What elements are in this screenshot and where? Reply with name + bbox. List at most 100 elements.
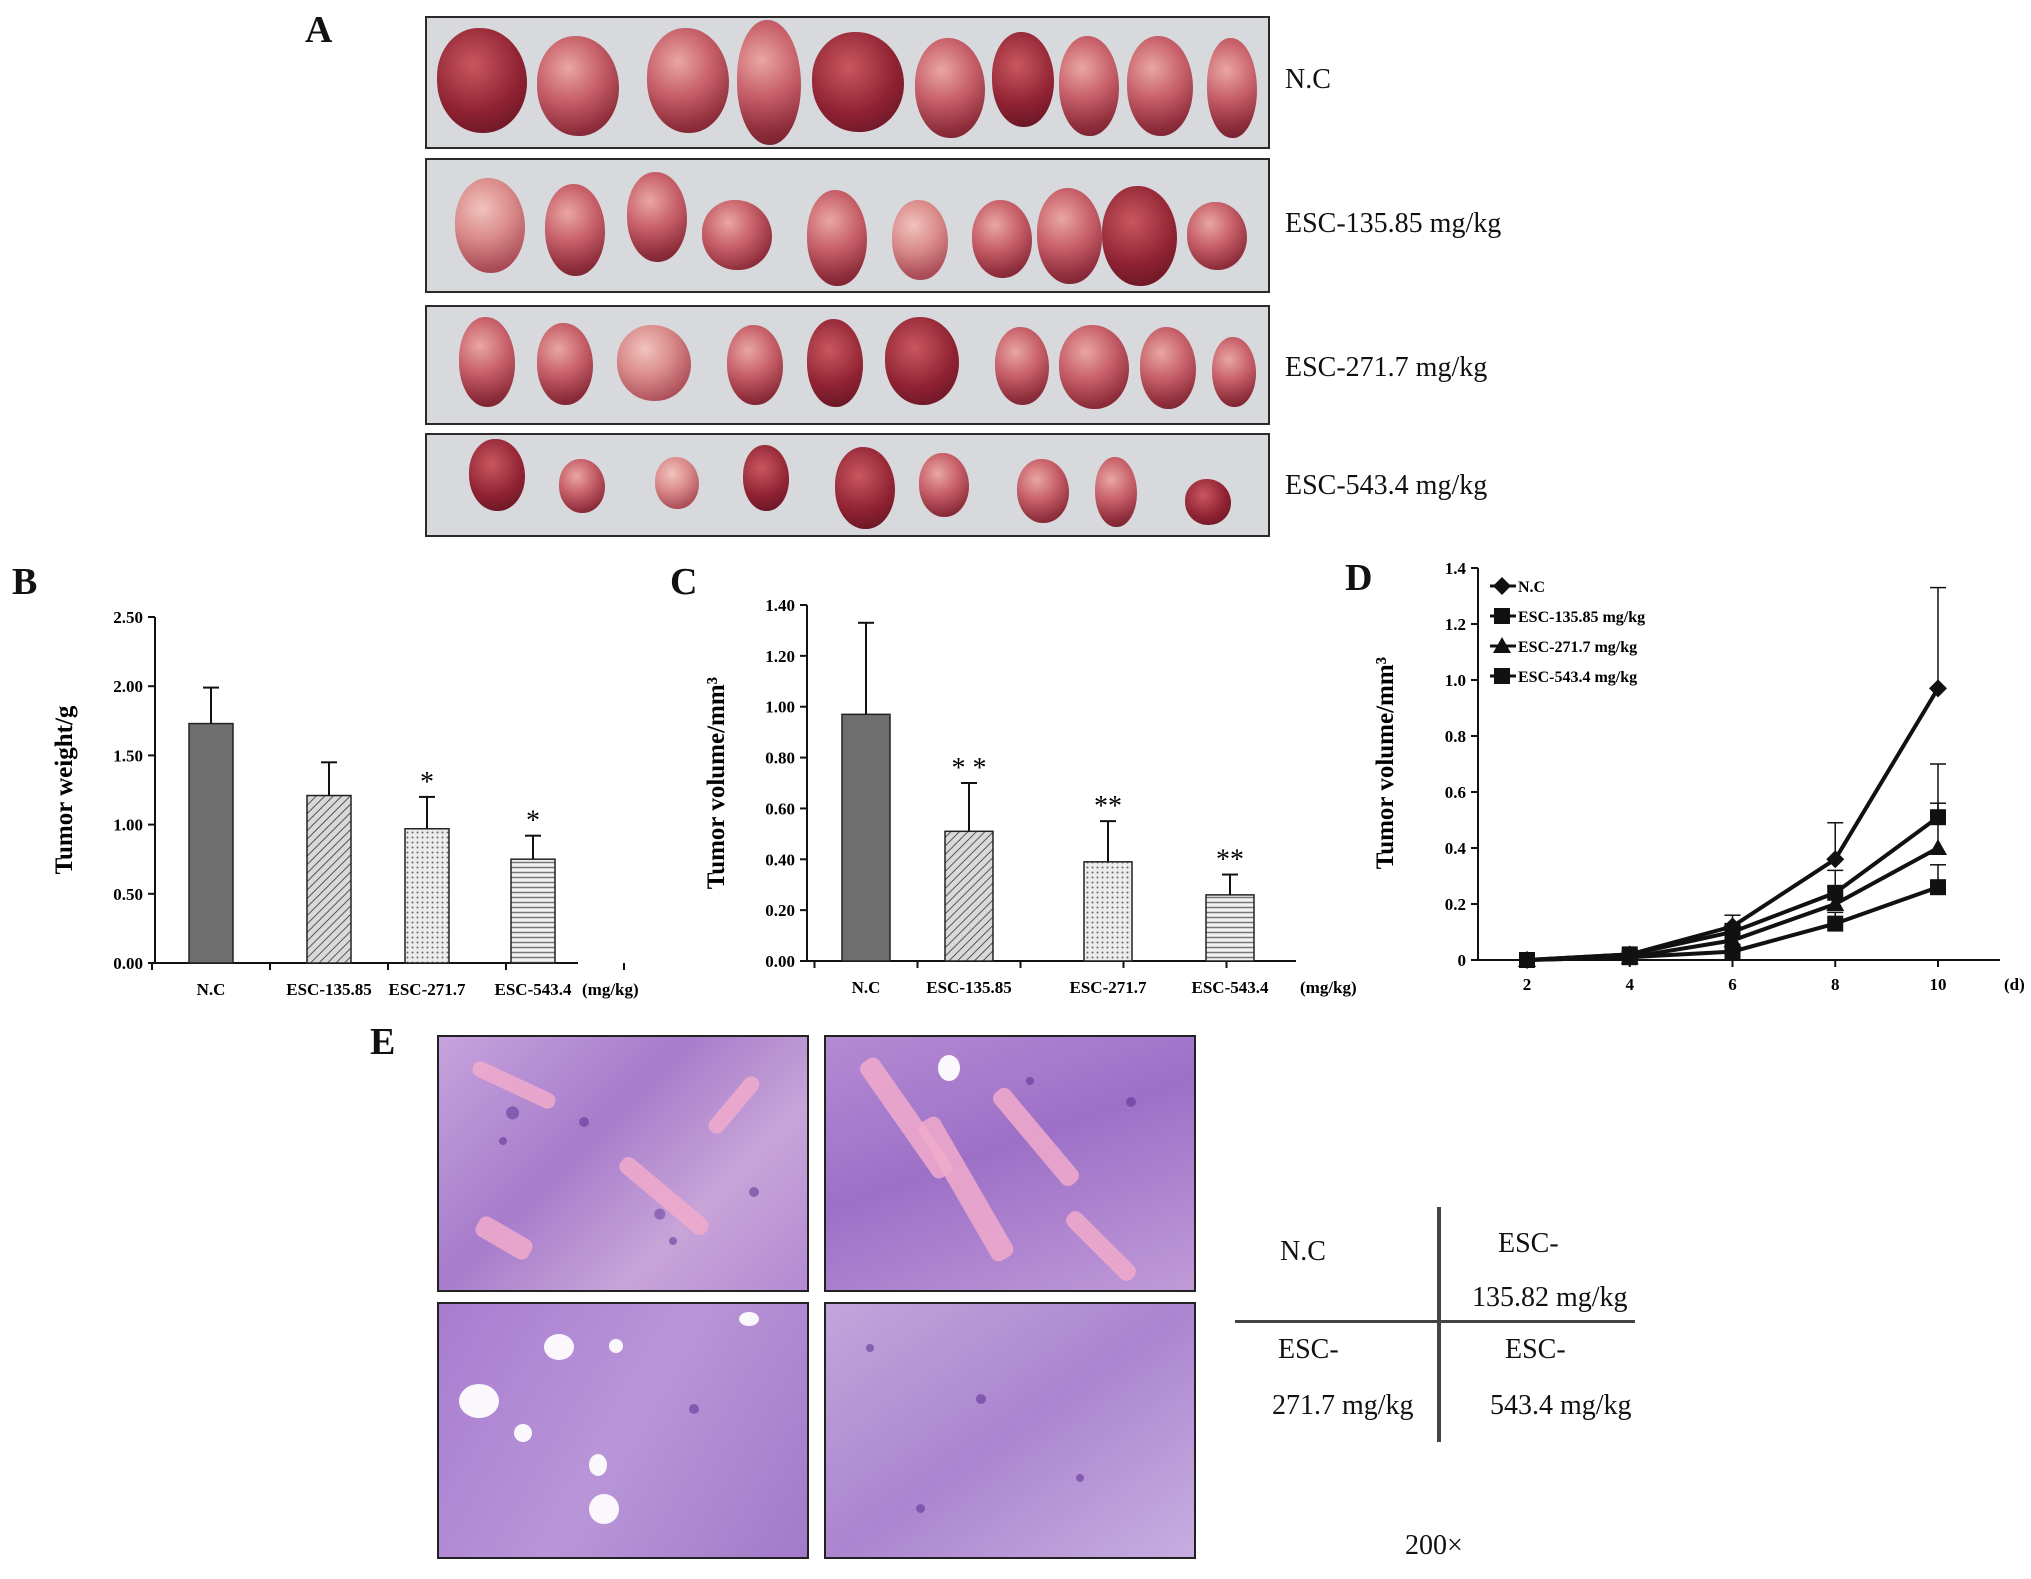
chart-b-y-tick-label: 1.00 [113,816,143,835]
quadrant-label-esc-271-line2: 271.7 mg/kg [1272,1390,1414,1421]
chart-d-y-tick-label: 1.2 [1445,615,1466,634]
chart-b-category-label: ESC-271.7 [389,980,466,999]
chart-d-x-tick-label: 4 [1626,975,1635,994]
chart-c-significance-label: ** [1216,845,1244,876]
chart-d-x-tick-label: 6 [1728,975,1737,994]
quadrant-divider-vertical [1437,1207,1441,1442]
chart-d-legend-label: ESC-543.4 mg/kg [1518,669,1637,686]
chart-d-x-tick-label: 10 [1930,975,1947,994]
chart-d-data-point [1621,949,1638,966]
chart-d-data-point [1929,839,1947,855]
row-label-esc-543: ESC-543.4 mg/kg [1285,470,1488,501]
chart-d-series-line [1526,885,1939,962]
chart-d-data-point [1620,945,1639,964]
chart-c-category-label: N.C [852,978,881,997]
chart-c-y-tick-label: 0.80 [765,749,795,768]
chart-d-data-point [1518,951,1536,969]
chart-d-y-tick-label: 0 [1458,951,1467,970]
chart-d-y-tick-label: 0.8 [1445,727,1466,746]
chart-d-x-tick-label: 8 [1831,975,1840,994]
chart-c-y-tick-label: 0.40 [765,850,795,869]
chart-c-category-label: ESC-543.4 [1192,978,1269,997]
tumor-photo-row-nc [425,16,1270,149]
panel-c-letter: C [670,561,698,603]
row-label-esc-135: ESC-135.85 mg/kg [1285,208,1502,239]
chart-d-legend-marker [1493,577,1511,595]
quadrant-label-esc-543-line1: ESC- [1505,1334,1566,1365]
chart-c-category-label: ESC-271.7 [1070,978,1147,997]
chart-d-data-point [1826,850,1845,869]
chart-c-y-axis-label: Tumor volume/mm³ [703,677,730,889]
chart-d-y-tick-label: 0.6 [1445,783,1466,802]
tumor-photo-row-esc-543 [425,433,1270,537]
chart-d-x-unit-label: (d) [2004,975,2025,994]
chart-b-category-label: ESC-543.4 [495,980,572,999]
chart-c-bar [944,830,994,962]
chart-d-legend-marker [1493,637,1511,653]
histology-image-nc [437,1035,809,1292]
chart-b-bar [188,722,234,964]
quadrant-label-esc-135-line1: ESC- [1498,1228,1559,1259]
chart-d-legend-label: ESC-135.85 mg/kg [1518,609,1645,626]
chart-d-legend-marker [1494,668,1510,684]
chart-c-y-tick-label: 1.20 [765,647,795,666]
chart-d-data-point [1930,809,1946,826]
chart-b-y-tick-label: 1.50 [113,746,143,765]
chart-b-category-label: ESC-135.85 [286,980,371,999]
chart-b-y-tick-label: 2.00 [113,677,143,696]
tumor-photo-row-esc-271 [425,305,1270,425]
chart-b-significance-label: * [526,806,540,837]
chart-d-series-line [1526,846,1939,962]
chart-c-y-tick-label: 0.20 [765,901,795,920]
chart-b-bar [306,794,352,964]
chart-d-data-point [1621,946,1638,963]
chart-b-category-label: N.C [197,980,226,999]
chart-b-y-tick-label: 0.00 [113,954,143,973]
chart-d-series-line [1526,687,1940,962]
row-label-nc: N.C [1285,64,1331,95]
quadrant-divider-horizontal [1235,1320,1635,1323]
chart-d-y-axis-label: Tumor volume/mm³ [1372,657,1399,869]
chart-d-y-tick-label: 0.4 [1445,839,1467,858]
chart-d-data-point [1827,915,1844,932]
chart-b-significance-label: * [420,767,434,798]
chart-d-data-point [1724,924,1741,940]
panel-d-letter: D [1345,557,1373,599]
chart-c-bar [1205,894,1255,962]
tumor-photo-row-esc-135 [425,158,1270,293]
panel-b-letter: B [12,561,38,603]
chart-d-x-tick-label: 2 [1523,975,1532,994]
chart-b-y-tick-label: 2.50 [113,608,143,627]
chart-c-y-tick-label: 1.40 [765,596,795,615]
chart-d-legend-label: N.C [1518,579,1545,596]
chart-d-y-tick-label: 0.2 [1445,895,1466,914]
chart-d-series-line [1526,815,1940,962]
chart-d-y-tick-label: 1.4 [1445,559,1467,578]
chart-c-y-tick-label: 1.00 [765,698,795,717]
chart-d-data-point [1827,884,1844,901]
chart-d-y-tick-label: 1.0 [1445,671,1466,690]
chart-b-x-unit-label: (mg/kg) [582,980,639,999]
chart-d-data-point [1930,879,1946,896]
quadrant-label-nc: N.C [1280,1236,1326,1267]
chart-b-bar [404,828,450,964]
row-label-esc-271: ESC-271.7 mg/kg [1285,352,1488,383]
quadrant-label-esc-543-line2: 543.4 mg/kg [1490,1390,1632,1421]
chart-d-legend-label: ESC-271.7 mg/kg [1518,639,1637,656]
chart-d-data-point [1519,952,1535,968]
chart-c-bar [1083,861,1133,962]
chart-d-legend-marker [1494,608,1510,624]
chart-d-data-point [1620,948,1639,965]
panel-a-letter: A [305,9,333,51]
magnification-label: 200× [1405,1530,1463,1561]
chart-c-significance-label: ** [1094,791,1122,822]
chart-b-y-tick-label: 0.50 [113,885,143,904]
chart-c-y-tick-label: 0.00 [765,952,795,971]
chart-d-data-point [1518,951,1536,967]
chart-c-y-tick-label: 0.60 [765,799,795,818]
quadrant-label-esc-135-line2: 135.82 mg/kg [1472,1282,1628,1313]
chart-d-data-point [1929,679,1947,698]
chart-d-data-point [1723,917,1742,936]
chart-d-data-point [1826,895,1845,911]
chart-c-x-unit-label: (mg/kg) [1300,978,1357,997]
